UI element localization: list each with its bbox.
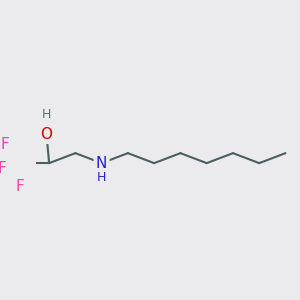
Text: F: F [0,137,9,152]
Text: F: F [0,161,6,176]
Text: H: H [97,171,106,184]
Text: H: H [42,108,51,121]
Text: O: O [40,127,52,142]
Text: N: N [96,156,107,171]
Text: F: F [16,179,25,194]
